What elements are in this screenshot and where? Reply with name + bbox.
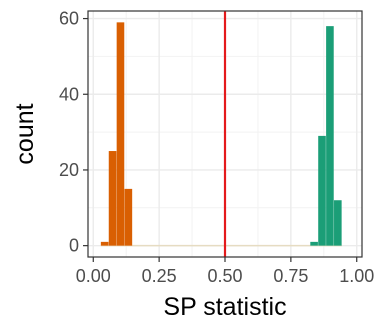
x-tick-label: 1.00 bbox=[339, 266, 374, 286]
y-tick-label: 0 bbox=[69, 236, 79, 256]
y-tick-label: 20 bbox=[59, 160, 79, 180]
histogram-bars bbox=[100, 22, 342, 246]
histogram-bar bbox=[318, 135, 326, 246]
histogram-bar bbox=[326, 26, 334, 246]
x-axis-title: SP statistic bbox=[163, 293, 286, 321]
histogram-bar bbox=[124, 188, 133, 246]
histogram-bar bbox=[310, 241, 318, 246]
histogram-bar bbox=[108, 151, 117, 246]
histogram-bar bbox=[100, 241, 109, 246]
x-tick-label: 0.50 bbox=[207, 266, 242, 286]
histogram-bar bbox=[116, 22, 125, 246]
y-axis-title: count bbox=[11, 103, 39, 164]
y-tick-labels: 0 20 40 60 bbox=[59, 9, 79, 256]
y-tick-label: 40 bbox=[59, 84, 79, 104]
axis-ticks bbox=[83, 17, 358, 262]
x-tick-labels: 0.00 0.25 0.50 0.75 1.00 bbox=[76, 266, 375, 286]
histogram-bar bbox=[334, 200, 342, 246]
x-tick-label: 0.75 bbox=[273, 266, 308, 286]
x-tick-label: 0.00 bbox=[76, 266, 111, 286]
y-tick-label: 60 bbox=[59, 9, 79, 29]
x-tick-label: 0.25 bbox=[142, 266, 177, 286]
